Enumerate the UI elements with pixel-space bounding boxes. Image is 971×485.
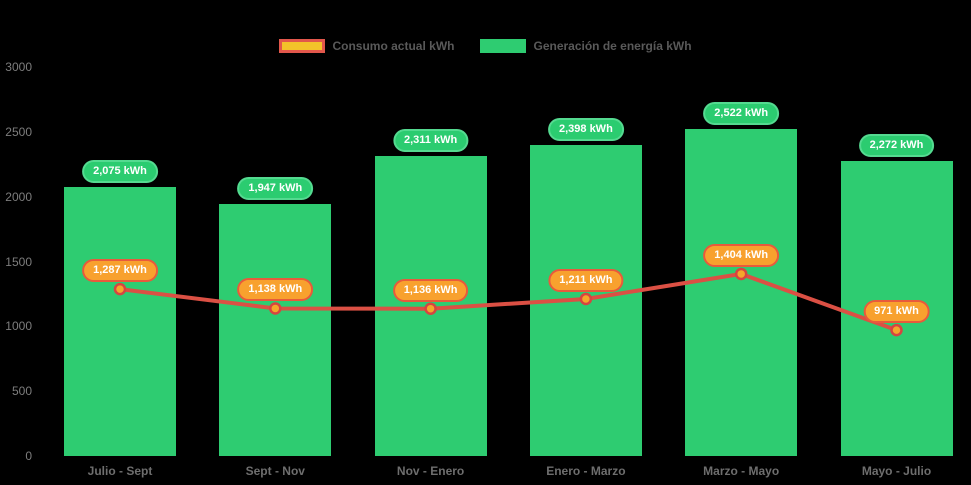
y-axis-tick-label: 2500 — [5, 124, 32, 139]
y-axis-tick-label: 1500 — [5, 254, 32, 269]
bar-value-label: 2,075 kWh — [82, 159, 158, 183]
bar-generacion-1[interactable] — [64, 186, 176, 456]
bar-value-label: 2,522 kWh — [703, 101, 780, 125]
y-axis-tick-label: 500 — [11, 384, 32, 399]
legend-label: Consumo actual kWh — [332, 39, 455, 53]
legend-swatch — [480, 39, 527, 53]
legend-item-consumo[interactable]: Consumo actual kWh — [279, 39, 454, 53]
chart-legend: Consumo actual kWh Generación de energía … — [0, 39, 971, 53]
legend-item-generacion[interactable]: Generación de energía kWh — [480, 39, 692, 53]
line-point-6[interactable] — [890, 323, 903, 337]
line-value-label: 1,138 kWh — [237, 278, 314, 302]
x-axis-category-label: Julio - Sept — [87, 464, 153, 478]
bar-value-label: 2,398 kWh — [547, 118, 624, 142]
x-axis-category-label: Nov - Enero — [396, 464, 465, 478]
line-value-label: 971 kWh — [863, 300, 930, 324]
x-axis-category-label: Marzo - Mayo — [703, 464, 780, 478]
line-point-5[interactable] — [734, 267, 748, 281]
line-point-3[interactable] — [424, 302, 437, 315]
line-point-4[interactable] — [579, 292, 593, 306]
bar-value-label: 2,272 kWh — [858, 134, 935, 158]
bar-generacion-5[interactable] — [685, 128, 798, 456]
line-value-label: 1,211 kWh — [548, 268, 624, 292]
y-axis-tick-label: 2000 — [5, 189, 32, 204]
bar-generacion-2[interactable] — [219, 203, 332, 456]
x-axis-category-label: Mayo - Julio — [861, 464, 932, 478]
y-axis-tick-label: 0 — [25, 449, 32, 463]
line-value-label: 1,287 kWh — [82, 259, 158, 283]
bar-value-label: 2,311 kWh — [392, 129, 469, 153]
consumption-line — [119, 271, 898, 332]
y-axis-tick-label: 3000 — [5, 60, 32, 74]
bar-value-label: 1,947 kWh — [237, 176, 314, 200]
line-value-label: 1,404 kWh — [703, 243, 780, 267]
line-point-1[interactable] — [113, 282, 127, 296]
legend-label: Generación de energía kWh — [533, 39, 692, 53]
legend-swatch — [279, 39, 326, 53]
x-axis-category-label: Sept - Nov — [245, 464, 305, 478]
y-axis-tick-label: 1000 — [5, 319, 32, 334]
line-value-label: 1,136 kWh — [392, 278, 469, 302]
x-axis-category-label: Enero - Marzo — [546, 464, 626, 478]
line-point-2[interactable] — [269, 302, 282, 315]
